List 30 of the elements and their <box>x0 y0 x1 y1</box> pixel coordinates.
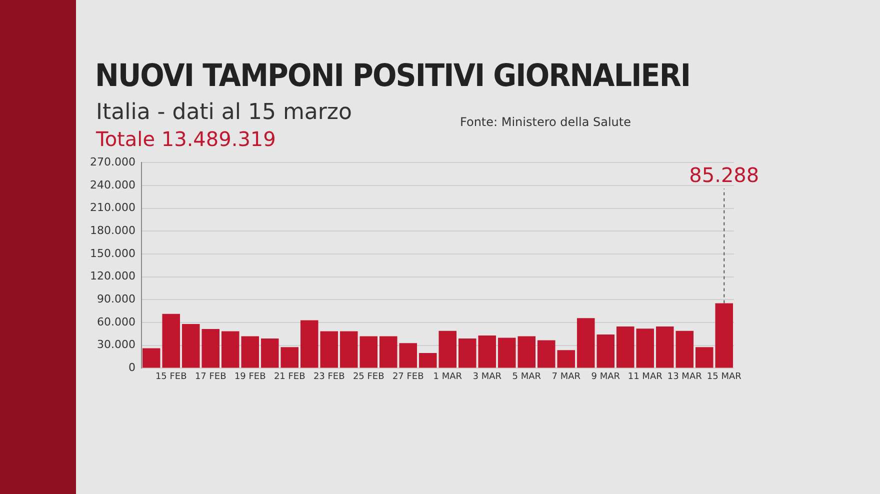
chart-subtitle: Italia - dati al 15 marzo <box>96 100 352 125</box>
y-tick-label: 120.000 <box>90 270 136 283</box>
x-tick-label: 15 MAR <box>706 372 742 382</box>
x-tick-label: 11 MAR <box>628 372 662 382</box>
y-tick-label: 90.000 <box>96 292 136 306</box>
y-tick-label: 270.000 <box>90 155 136 168</box>
x-tick-label: 3 MAR <box>472 372 502 382</box>
chart-title: NUOVI TAMPONI POSITIVI GIORNALIERI <box>95 58 690 94</box>
y-tick-label: 150.000 <box>90 246 136 260</box>
y-tick-label: 210.000 <box>90 201 136 214</box>
y-tick-label: 60.000 <box>96 315 136 328</box>
x-tick-label: 7 MAR <box>552 372 581 382</box>
y-tick-label: 30.000 <box>96 338 136 352</box>
source-note: Fonte: Ministero della Salute <box>460 115 631 129</box>
x-tick-label: 9 MAR <box>591 372 620 382</box>
x-tick-label: 17 FEB <box>194 372 226 382</box>
y-tick-label: 180.000 <box>90 224 136 237</box>
x-tick-label: 15 FEB <box>155 372 187 382</box>
x-tick-label: 23 FEB <box>313 372 345 382</box>
x-tick-label: 5 MAR <box>512 372 542 382</box>
y-tick-label: 0 <box>128 361 136 374</box>
x-tick-label: 21 FEB <box>274 372 306 382</box>
x-tick-label: 19 FEB <box>234 372 266 382</box>
y-tick-label: 240.000 <box>90 178 136 192</box>
x-tick-label: 13 MAR <box>667 372 702 382</box>
text: Totale 13.489.319 <box>96 127 276 151</box>
x-tick-label: 1 MAR <box>433 372 462 382</box>
x-tick-label: 27 FEB <box>392 372 424 382</box>
annotation: 85.288 <box>689 162 760 187</box>
x-tick-label: 25 FEB <box>352 372 384 382</box>
